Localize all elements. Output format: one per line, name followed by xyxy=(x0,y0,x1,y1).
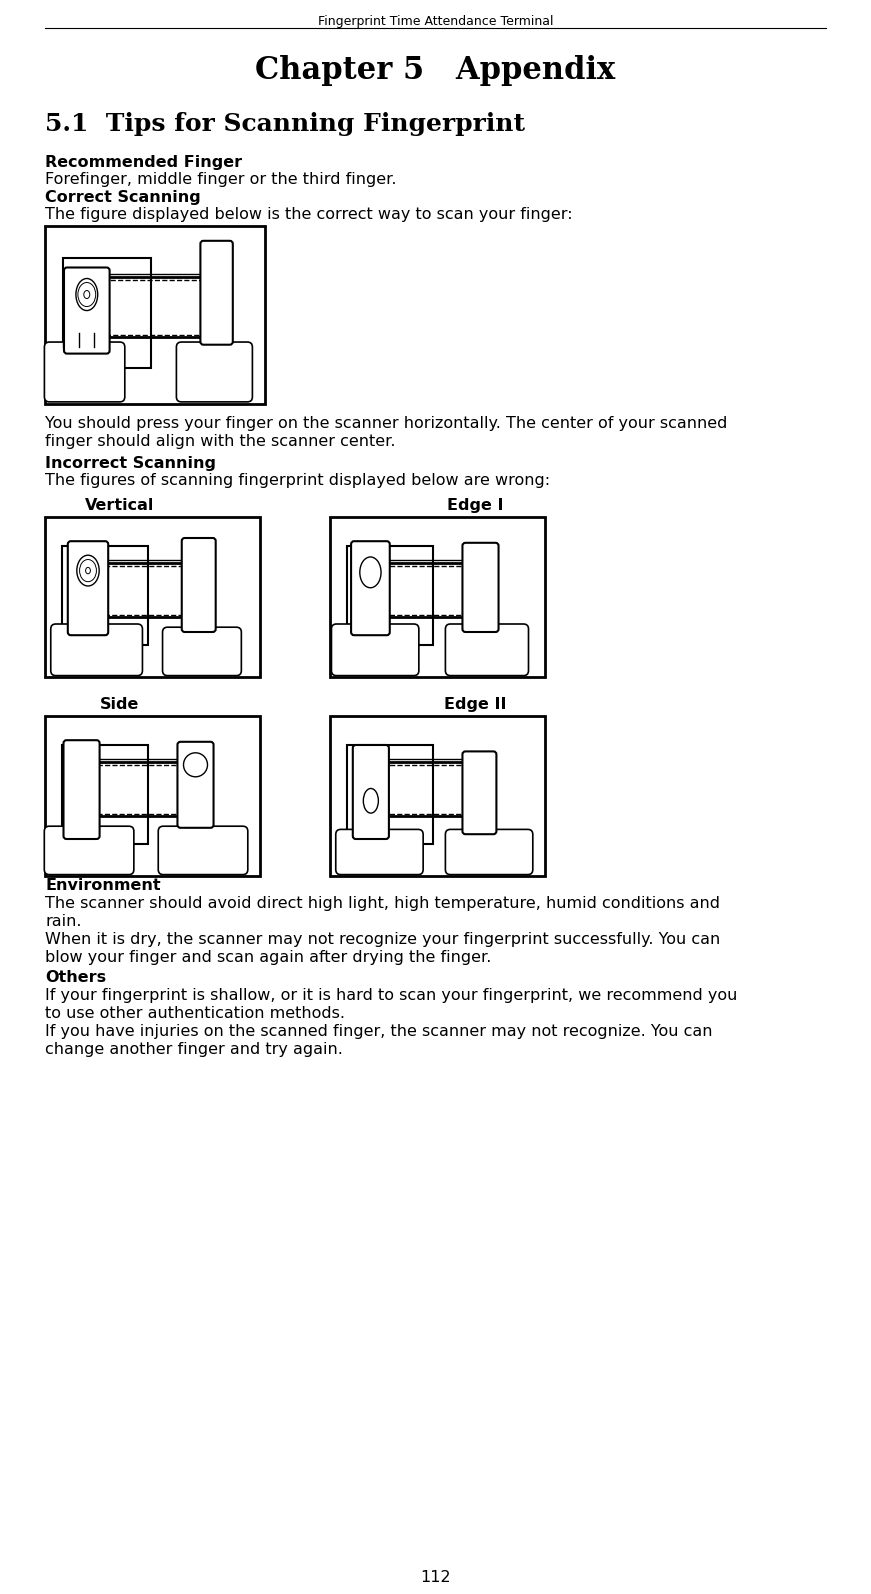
FancyBboxPatch shape xyxy=(159,826,248,875)
Text: rain.: rain. xyxy=(45,913,82,929)
Text: Environment: Environment xyxy=(45,878,160,893)
FancyBboxPatch shape xyxy=(182,539,216,631)
Text: You should press your finger on the scanner horizontally. The center of your sca: You should press your finger on the scan… xyxy=(45,416,727,430)
FancyBboxPatch shape xyxy=(64,740,99,838)
FancyBboxPatch shape xyxy=(44,343,125,402)
Text: If your fingerprint is shallow, or it is hard to scan your fingerprint, we recom: If your fingerprint is shallow, or it is… xyxy=(45,988,738,1003)
Text: blow your finger and scan again after drying the finger.: blow your finger and scan again after dr… xyxy=(45,950,491,964)
FancyBboxPatch shape xyxy=(177,343,253,402)
Bar xyxy=(381,566,490,615)
Text: Chapter 5   Appendix: Chapter 5 Appendix xyxy=(255,56,616,86)
Text: to use other authentication methods.: to use other authentication methods. xyxy=(45,1006,345,1022)
Text: The scanner should avoid direct high light, high temperature, humid conditions a: The scanner should avoid direct high lig… xyxy=(45,896,720,912)
Text: 5.1  Tips for Scanning Fingerprint: 5.1 Tips for Scanning Fingerprint xyxy=(45,112,525,135)
Bar xyxy=(381,765,490,815)
FancyBboxPatch shape xyxy=(44,826,134,875)
Bar xyxy=(63,258,151,368)
FancyBboxPatch shape xyxy=(353,744,388,838)
FancyBboxPatch shape xyxy=(178,741,213,827)
FancyBboxPatch shape xyxy=(335,829,423,875)
Bar xyxy=(330,516,545,677)
FancyBboxPatch shape xyxy=(463,751,496,834)
FancyBboxPatch shape xyxy=(163,626,241,676)
Text: Incorrect Scanning: Incorrect Scanning xyxy=(45,456,216,470)
FancyBboxPatch shape xyxy=(64,268,110,354)
Text: Vertical: Vertical xyxy=(85,497,155,513)
Bar xyxy=(348,744,433,843)
Text: Fingerprint Time Attendance Terminal: Fingerprint Time Attendance Terminal xyxy=(318,14,553,29)
Text: change another finger and try again.: change another finger and try again. xyxy=(45,1042,343,1057)
Text: Edge I: Edge I xyxy=(447,497,503,513)
Text: Side: Side xyxy=(100,697,139,713)
FancyBboxPatch shape xyxy=(68,542,108,634)
Bar xyxy=(330,716,545,877)
Bar xyxy=(97,765,204,815)
Text: The figure displayed below is the correct way to scan your finger:: The figure displayed below is the correc… xyxy=(45,207,572,222)
FancyBboxPatch shape xyxy=(445,623,529,676)
Bar xyxy=(98,281,208,335)
Text: Edge II: Edge II xyxy=(443,697,506,713)
Bar xyxy=(45,226,265,403)
Text: When it is dry, the scanner may not recognize your fingerprint successfully. You: When it is dry, the scanner may not reco… xyxy=(45,932,720,947)
Bar xyxy=(45,516,260,677)
Text: The figures of scanning fingerprint displayed below are wrong:: The figures of scanning fingerprint disp… xyxy=(45,473,550,488)
FancyBboxPatch shape xyxy=(445,829,533,875)
Bar xyxy=(62,744,148,843)
Text: Correct Scanning: Correct Scanning xyxy=(45,190,200,206)
FancyBboxPatch shape xyxy=(200,241,233,344)
Bar xyxy=(97,566,204,615)
Text: Recommended Finger: Recommended Finger xyxy=(45,155,242,171)
Bar xyxy=(45,716,260,877)
Text: Others: Others xyxy=(45,971,106,985)
FancyBboxPatch shape xyxy=(351,542,389,634)
Text: finger should align with the scanner center.: finger should align with the scanner cen… xyxy=(45,434,395,450)
FancyBboxPatch shape xyxy=(463,544,498,631)
FancyBboxPatch shape xyxy=(51,623,143,676)
Bar xyxy=(348,545,433,646)
FancyBboxPatch shape xyxy=(332,623,419,676)
Bar xyxy=(62,545,148,646)
Text: If you have injuries on the scanned finger, the scanner may not recognize. You c: If you have injuries on the scanned fing… xyxy=(45,1023,712,1039)
Text: Forefinger, middle finger or the third finger.: Forefinger, middle finger or the third f… xyxy=(45,172,396,186)
Text: 112: 112 xyxy=(420,1570,451,1584)
